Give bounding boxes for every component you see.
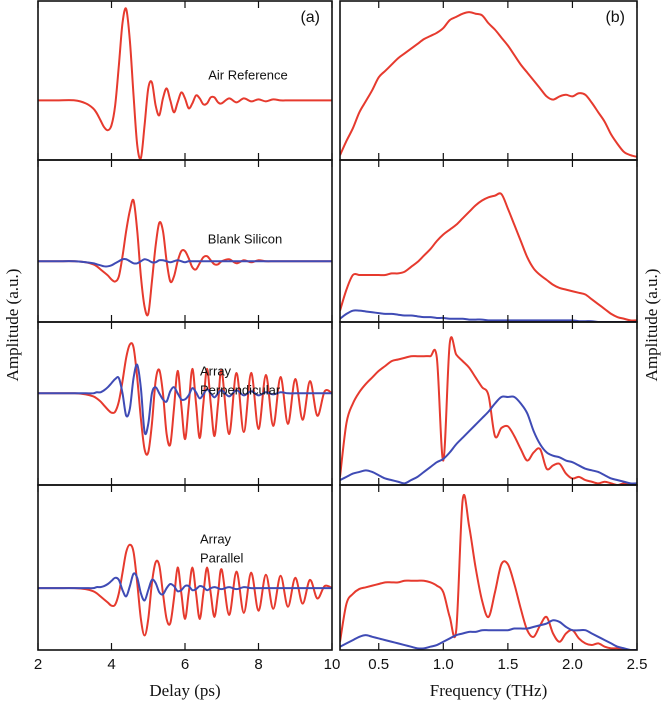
data-line (38, 342, 332, 456)
x-tick-label: 6 (181, 656, 189, 673)
x-axis-title: Frequency (THz) (430, 681, 548, 700)
annotation: Air Reference (208, 67, 287, 82)
data-line (38, 543, 332, 637)
x-axis-title: Delay (ps) (149, 681, 220, 700)
x-tick-label: 4 (107, 656, 115, 673)
x-tick-label: 10 (324, 656, 341, 673)
panel-label: (a) (300, 9, 320, 26)
panel-frame (37, 159, 333, 323)
panel-frame (339, 484, 638, 651)
x-tick-label: 8 (254, 656, 262, 673)
panel-frame (339, 321, 638, 486)
panel-frame (339, 0, 638, 161)
data-line (340, 11, 637, 158)
panel-frame (37, 484, 333, 651)
data-line (38, 572, 332, 602)
x-tick-label: 2.5 (627, 656, 648, 673)
data-line (340, 395, 637, 485)
annotation: Perpendicular (200, 382, 281, 397)
data-line (38, 198, 332, 317)
panel-label: (b) (605, 9, 625, 26)
annotation: Array (200, 363, 232, 378)
x-tick-label: 1.5 (497, 656, 518, 673)
data-line (340, 336, 637, 485)
annotation: Blank Silicon (208, 231, 282, 246)
annotation: Array (200, 531, 232, 546)
data-line (38, 257, 332, 268)
data-line (340, 619, 637, 650)
data-line (38, 7, 332, 160)
x-tick-label: 2.0 (562, 656, 583, 673)
panel-frame (37, 0, 333, 161)
data-line (340, 494, 637, 650)
x-tick-label: 1.0 (433, 656, 454, 673)
panel-frame (37, 321, 333, 486)
y-axis-title: Amplitude (a.u.) (642, 269, 661, 382)
annotation: Parallel (200, 550, 243, 565)
y-axis-title: Amplitude (a.u.) (3, 269, 22, 382)
data-line (38, 363, 332, 436)
panel-frame (339, 159, 638, 323)
x-tick-label: 2 (34, 656, 42, 673)
data-line (340, 192, 637, 322)
data-line (340, 309, 637, 322)
x-tick-label: 0.5 (368, 656, 389, 673)
